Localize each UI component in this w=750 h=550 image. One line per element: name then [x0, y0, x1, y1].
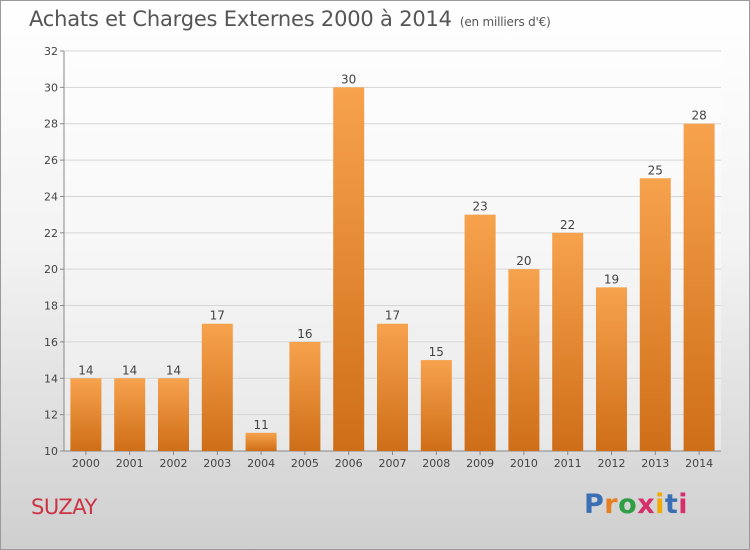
city-name: SUZAY: [31, 495, 97, 519]
bar-2004[interactable]: [245, 432, 277, 451]
value-label-2007: 17: [385, 309, 400, 323]
x-tick-label-2000: 2000: [72, 457, 100, 470]
value-label-2004: 11: [253, 418, 268, 432]
x-tick-label-2004: 2004: [247, 457, 275, 470]
y-tick-label: 28: [44, 118, 58, 131]
bar-2005[interactable]: [289, 341, 321, 451]
y-tick-label: 18: [44, 300, 58, 313]
y-tick-label: 26: [44, 154, 58, 167]
unit-label: (en milliers d'€): [459, 15, 551, 29]
logo-letter: i: [655, 489, 665, 520]
logo-letter: i: [678, 489, 689, 520]
value-label-2005: 16: [297, 327, 312, 341]
value-label-2003: 17: [210, 309, 225, 323]
bar-2007[interactable]: [377, 323, 408, 451]
chart-title: Achats et Charges Externes 2000 à 2014 (e…: [29, 7, 551, 31]
x-tick-label-2005: 2005: [291, 457, 319, 470]
bar-2001[interactable]: [114, 378, 146, 451]
logo-letter: t: [664, 489, 679, 520]
x-tick-label-2013: 2013: [641, 457, 669, 470]
value-label-2002: 14: [166, 363, 181, 377]
value-label-2009: 23: [472, 200, 487, 214]
value-label-2000: 14: [78, 363, 93, 377]
x-tick-label-2007: 2007: [379, 457, 407, 470]
y-tick-label: 10: [44, 445, 58, 458]
value-label-2008: 15: [429, 345, 444, 359]
value-label-2012: 19: [604, 272, 619, 286]
x-tick-label-2010: 2010: [510, 457, 538, 470]
value-label-2001: 14: [122, 363, 137, 377]
bar-2013[interactable]: [639, 178, 671, 452]
title-text: Achats et Charges Externes 2000 à 2014: [29, 7, 452, 31]
bar-2009[interactable]: [464, 214, 496, 451]
y-tick-label: 32: [44, 45, 58, 58]
value-label-2006: 30: [341, 72, 356, 86]
bar-2000[interactable]: [70, 378, 102, 451]
value-label-2011: 22: [560, 218, 575, 232]
value-label-2014: 28: [691, 109, 706, 123]
y-tick-label: 20: [44, 263, 58, 276]
bar-2011[interactable]: [552, 232, 584, 451]
x-tick-label-2003: 2003: [203, 457, 231, 470]
x-tick-label-2006: 2006: [335, 457, 363, 470]
bar-2008[interactable]: [420, 360, 452, 451]
bar-2003[interactable]: [201, 323, 233, 451]
x-tick-label-2009: 2009: [466, 457, 494, 470]
bar-2006[interactable]: [333, 87, 365, 451]
y-tick-label: 14: [44, 372, 58, 385]
logo-letter: o: [618, 489, 638, 520]
logo-letter: x: [637, 489, 656, 520]
logo-letter: P: [584, 489, 605, 520]
x-tick-label-2001: 2001: [116, 457, 144, 470]
y-tick-label: 22: [44, 227, 58, 240]
y-tick-label: 16: [44, 336, 58, 349]
x-tick-label-2002: 2002: [160, 457, 188, 470]
bar-2010[interactable]: [508, 269, 540, 451]
y-tick-label: 24: [44, 190, 58, 203]
x-tick-label-2011: 2011: [554, 457, 582, 470]
x-tick-label-2014: 2014: [685, 457, 713, 470]
x-tick-label-2012: 2012: [598, 457, 626, 470]
x-tick-label-2008: 2008: [422, 457, 450, 470]
proxiti-logo[interactable]: Proxiti: [584, 489, 688, 520]
bar-2002[interactable]: [158, 378, 189, 451]
y-tick-label: 30: [44, 81, 58, 94]
bar-2012[interactable]: [596, 287, 627, 451]
value-label-2010: 20: [516, 254, 531, 268]
logo-letter: r: [604, 489, 619, 520]
y-tick-label: 12: [44, 409, 58, 422]
value-label-2013: 25: [648, 163, 663, 177]
bar-2014[interactable]: [683, 123, 715, 452]
